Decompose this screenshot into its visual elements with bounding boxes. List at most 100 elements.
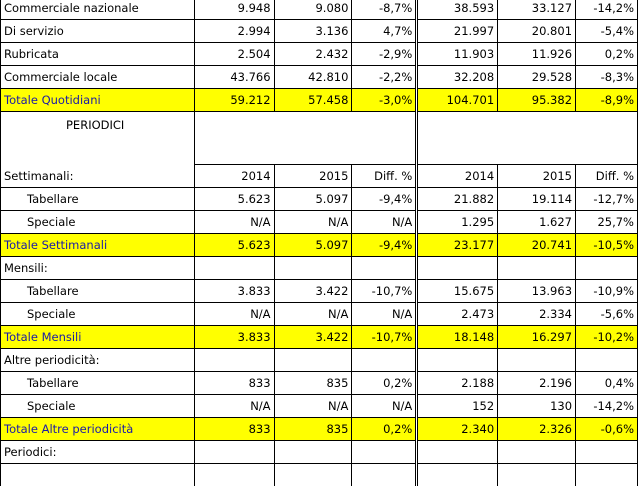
cell: 13.963 xyxy=(497,279,577,303)
cell: N/A xyxy=(193,210,275,234)
column-header: 2015 xyxy=(273,164,353,188)
cell: 2.473 xyxy=(415,302,499,326)
advertising-data-table: Commerciale nazionale 9.948 9.080 -8,7% … xyxy=(0,0,638,486)
row-label: Commerciale locale xyxy=(0,65,195,89)
cell: -12,7% xyxy=(575,187,638,211)
cell: 5.623 xyxy=(193,187,275,211)
cell: 152 xyxy=(415,394,499,418)
row-label: Speciale xyxy=(0,210,195,234)
cell: 20.741 xyxy=(497,233,577,257)
table-row: Speciale N/A N/A N/A 152 130 -14,2% xyxy=(0,394,638,418)
cell: 59.212 xyxy=(193,88,275,112)
group-header-settimanali: Settimanali: 2014 2015 Diff. % 2014 2015… xyxy=(0,164,638,188)
cell: -10,5% xyxy=(575,233,638,257)
section-title: PERIODICI xyxy=(0,111,195,165)
total-label: Totale Mensili xyxy=(0,325,195,349)
cell: N/A xyxy=(273,394,353,418)
table-row: Tabellare 5.623 5.097 -9,4% 21.882 19.11… xyxy=(0,187,638,211)
column-header: Diff. % xyxy=(351,164,418,188)
cell: N/A xyxy=(273,302,353,326)
row-label: Speciale xyxy=(0,302,195,326)
cell: -10,9% xyxy=(575,279,638,303)
column-header: 2015 xyxy=(497,164,577,188)
row-label: Commerciale nazionale xyxy=(0,0,195,20)
cell: 16.297 xyxy=(497,325,577,349)
cell: 11.926 xyxy=(497,42,577,66)
group-header-altre: Altre periodicità: xyxy=(0,348,638,372)
cell: 2.340 xyxy=(415,417,499,441)
total-row-mensili: Totale Mensili 3.833 3.422 -10,7% 18.148… xyxy=(0,325,638,349)
column-header: Diff. % xyxy=(575,164,638,188)
table-row: Tabellare 833 835 0,2% 2.188 2.196 0,4% xyxy=(0,371,638,395)
cell: 2.334 xyxy=(497,302,577,326)
cell: -8,9% xyxy=(575,88,638,112)
cell: 0,4% xyxy=(575,371,638,395)
cell: 21.997 xyxy=(415,19,499,43)
table-row: Speciale N/A N/A N/A 1.295 1.627 25,7% xyxy=(0,210,638,234)
table-row: Commerciale nazionale 9.948 9.080 -8,7% … xyxy=(0,0,638,20)
cell: 4,7% xyxy=(351,19,418,43)
cell: N/A xyxy=(193,394,275,418)
total-row-quotidiani: Totale Quotidiani 59.212 57.458 -3,0% 10… xyxy=(0,88,638,112)
column-header: 2014 xyxy=(193,164,275,188)
cell: 23.177 xyxy=(415,233,499,257)
total-label: Totale Quotidiani xyxy=(0,88,195,112)
group-label: Mensili: xyxy=(0,256,195,280)
row-label: Tabellare xyxy=(0,371,195,395)
group-header-periodici: Periodici: xyxy=(0,440,638,464)
cell: N/A xyxy=(351,302,418,326)
cell: 833 xyxy=(193,371,275,395)
cell: 33.127 xyxy=(497,0,577,20)
cell: 835 xyxy=(273,417,353,441)
cell: 20.801 xyxy=(497,19,577,43)
cell: -0,6% xyxy=(575,417,638,441)
group-label: Altre periodicità: xyxy=(0,348,195,372)
cell: -2,2% xyxy=(351,65,418,89)
cell: 3.422 xyxy=(273,325,353,349)
total-row-settimanali: Totale Settimanali 5.623 5.097 -9,4% 23.… xyxy=(0,233,638,257)
table-row: Rubricata 2.504 2.432 -2,9% 11.903 11.92… xyxy=(0,42,638,66)
cell: 43.766 xyxy=(193,65,275,89)
cell: -14,2% xyxy=(575,0,638,20)
section-title-row: PERIODICI xyxy=(0,111,638,165)
cell: 2.196 xyxy=(497,371,577,395)
row-label: Tabellare xyxy=(0,187,195,211)
cell: 18.148 xyxy=(415,325,499,349)
cell: 19.114 xyxy=(497,187,577,211)
cell: 95.382 xyxy=(497,88,577,112)
cell: 835 xyxy=(273,371,353,395)
cell: -5,6% xyxy=(575,302,638,326)
cell: 29.528 xyxy=(497,65,577,89)
cell: 130 xyxy=(497,394,577,418)
cell: 833 xyxy=(193,417,275,441)
cell: 2.326 xyxy=(497,417,577,441)
cell: 11.903 xyxy=(415,42,499,66)
cell: -10,2% xyxy=(575,325,638,349)
cell: 5.097 xyxy=(273,187,353,211)
cell: 15.675 xyxy=(415,279,499,303)
cell: 2.432 xyxy=(273,42,353,66)
cell: -8,7% xyxy=(351,0,418,20)
row-label: Speciale xyxy=(0,394,195,418)
cell: -8,3% xyxy=(575,65,638,89)
cell: 42.810 xyxy=(273,65,353,89)
cell: 0,2% xyxy=(575,42,638,66)
cell: N/A xyxy=(273,210,353,234)
total-label: Totale Altre periodicità xyxy=(0,417,195,441)
table-row-cut-off xyxy=(0,463,638,486)
column-header: 2014 xyxy=(415,164,499,188)
total-row-altre: Totale Altre periodicità 833 835 0,2% 2.… xyxy=(0,417,638,441)
cell: 21.882 xyxy=(415,187,499,211)
cell: N/A xyxy=(193,302,275,326)
cell: 3.136 xyxy=(273,19,353,43)
table-row: Speciale N/A N/A N/A 2.473 2.334 -5,6% xyxy=(0,302,638,326)
cell: -5,4% xyxy=(575,19,638,43)
cell: -3,0% xyxy=(351,88,418,112)
group-label: Settimanali: xyxy=(0,164,195,188)
cell: 3.833 xyxy=(193,325,275,349)
cell: 25,7% xyxy=(575,210,638,234)
cell: -10,7% xyxy=(351,279,418,303)
cell: 0,2% xyxy=(351,371,418,395)
cell: 38.593 xyxy=(415,0,499,20)
cell: 1.295 xyxy=(415,210,499,234)
